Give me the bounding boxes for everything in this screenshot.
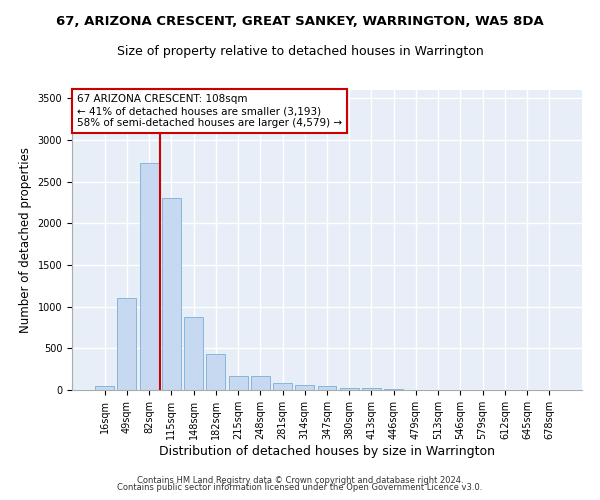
- Bar: [340, 388, 359, 390]
- Bar: [162, 198, 181, 390]
- Bar: [95, 386, 114, 390]
- Bar: [362, 388, 381, 390]
- Bar: [384, 389, 403, 390]
- Bar: [118, 298, 136, 390]
- Text: Contains public sector information licensed under the Open Government Licence v3: Contains public sector information licen…: [118, 484, 482, 492]
- Bar: [206, 354, 225, 390]
- Text: Contains HM Land Registry data © Crown copyright and database right 2024.: Contains HM Land Registry data © Crown c…: [137, 476, 463, 485]
- Text: 67, ARIZONA CRESCENT, GREAT SANKEY, WARRINGTON, WA5 8DA: 67, ARIZONA CRESCENT, GREAT SANKEY, WARR…: [56, 15, 544, 28]
- Bar: [184, 316, 203, 390]
- Bar: [251, 376, 270, 390]
- X-axis label: Distribution of detached houses by size in Warrington: Distribution of detached houses by size …: [159, 444, 495, 458]
- Text: 67 ARIZONA CRESCENT: 108sqm
← 41% of detached houses are smaller (3,193)
58% of : 67 ARIZONA CRESCENT: 108sqm ← 41% of det…: [77, 94, 342, 128]
- Bar: [273, 382, 292, 390]
- Bar: [229, 376, 248, 390]
- Bar: [295, 385, 314, 390]
- Text: Size of property relative to detached houses in Warrington: Size of property relative to detached ho…: [116, 45, 484, 58]
- Y-axis label: Number of detached properties: Number of detached properties: [19, 147, 32, 333]
- Bar: [140, 162, 158, 390]
- Bar: [317, 386, 337, 390]
